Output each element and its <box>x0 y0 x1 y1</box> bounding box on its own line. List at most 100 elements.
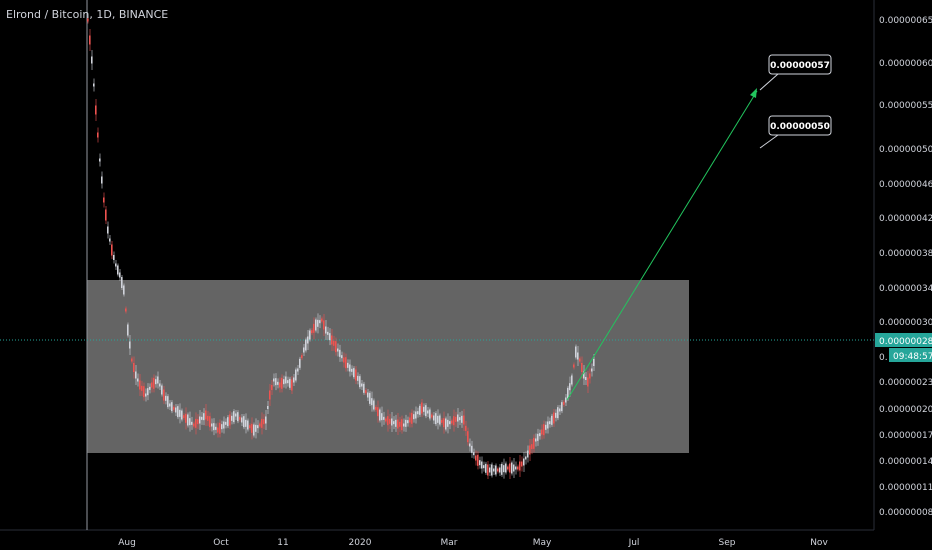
candle-body <box>295 369 297 381</box>
candle-body <box>485 463 487 473</box>
candle-body <box>507 466 509 470</box>
candle-body <box>339 349 341 357</box>
candle-body <box>481 461 483 469</box>
candle-body <box>287 380 289 384</box>
candle-body <box>531 444 533 450</box>
x-tick-label: 11 <box>277 538 288 548</box>
candle-body <box>379 409 381 421</box>
candles <box>87 16 595 479</box>
candle-body <box>301 355 303 359</box>
candle-body <box>99 158 101 162</box>
candle-body <box>575 346 577 358</box>
x-tick-label: Nov <box>810 538 828 548</box>
candle-body <box>559 408 561 412</box>
candle-body <box>433 415 435 421</box>
candle-body <box>255 424 257 432</box>
projection-arrow[interactable] <box>566 90 758 401</box>
candle-body <box>169 403 171 407</box>
candle-body <box>429 409 431 419</box>
candle-body <box>285 376 287 384</box>
candle-body <box>119 272 121 278</box>
candle-body <box>391 418 393 426</box>
candle-body <box>519 461 521 471</box>
candle-body <box>221 424 223 430</box>
candle-body <box>435 413 437 425</box>
candle-body <box>127 324 129 336</box>
candle-body <box>203 413 205 421</box>
arrow-head <box>750 88 757 98</box>
candle-body <box>205 410 207 420</box>
candle-body <box>535 438 537 442</box>
candle-body <box>383 416 385 420</box>
candle-body <box>239 416 241 420</box>
candle-body <box>369 392 371 404</box>
candle-body <box>111 244 113 256</box>
candle-body <box>331 335 333 345</box>
candle-body <box>263 419 265 425</box>
candle-body <box>373 400 375 410</box>
candle-body <box>367 392 369 398</box>
annotation-callout-1[interactable]: 0.00000057 <box>759 54 832 91</box>
candle-body <box>123 285 125 295</box>
y-tick-label: 0.00000030 <box>879 318 932 328</box>
candle-body <box>247 420 249 430</box>
candle-body <box>167 396 169 408</box>
candle-body <box>289 378 291 388</box>
candle-body <box>569 383 571 391</box>
candle-body <box>91 56 93 64</box>
candle-body <box>399 421 401 427</box>
candle-body <box>107 226 109 234</box>
time-axis[interactable]: Aug Oct 11 2020 Mar May Jul Sep Nov <box>118 538 828 548</box>
candle-body <box>101 176 103 184</box>
candle-body <box>539 433 541 437</box>
candle-body <box>269 390 271 400</box>
candle-body <box>351 368 353 372</box>
candle-body <box>117 265 119 275</box>
y-tick-label: 0.00000055 <box>879 101 932 111</box>
candle-body <box>213 423 215 431</box>
candle-body <box>173 406 175 410</box>
candle-body <box>523 458 525 466</box>
candle-body <box>483 465 485 469</box>
x-tick-label: Mar <box>441 538 458 548</box>
price-axis[interactable]: 0.00000065 0.00000060 0.00000055 0.00000050… <box>879 16 932 518</box>
candle-body <box>557 407 559 419</box>
y-tick-label: 0.00000046 <box>879 180 932 190</box>
candle-body <box>109 238 111 242</box>
candle-body <box>529 445 531 455</box>
candle-body <box>185 413 187 423</box>
y-tick-label: 0.00000060 <box>879 59 932 69</box>
candle-body <box>409 417 411 423</box>
candle-body <box>305 339 307 351</box>
candle-body <box>427 410 429 414</box>
candle-body <box>349 364 351 372</box>
candle-body <box>259 423 261 427</box>
candle-body <box>583 371 585 379</box>
y-tick-label: 0.00000008 <box>879 508 932 518</box>
candle-body <box>567 387 569 399</box>
x-tick-label: Sep <box>719 538 736 548</box>
candle-body <box>501 463 503 475</box>
last-price-label: 0.00000028 <box>879 337 932 347</box>
candle-body <box>357 375 359 381</box>
candle-body <box>461 415 463 423</box>
candle-body <box>571 375 573 385</box>
candle-body <box>563 401 565 405</box>
candle-body <box>283 379 285 385</box>
candle-body <box>491 464 493 476</box>
candle-body <box>97 132 99 138</box>
candle-body <box>141 385 143 391</box>
x-tick-label: May <box>533 538 552 548</box>
candle-body <box>431 414 433 418</box>
candle-body <box>467 431 469 443</box>
candle-body <box>495 465 497 475</box>
candle-body <box>231 415 233 421</box>
candle-body <box>143 386 145 398</box>
candle-body <box>303 347 305 353</box>
candle-body <box>565 397 567 403</box>
candle-body <box>593 359 595 366</box>
annotation-callout-2[interactable]: 0.00000050 <box>759 115 832 149</box>
candle-body <box>165 395 167 401</box>
candle-body <box>509 463 511 473</box>
